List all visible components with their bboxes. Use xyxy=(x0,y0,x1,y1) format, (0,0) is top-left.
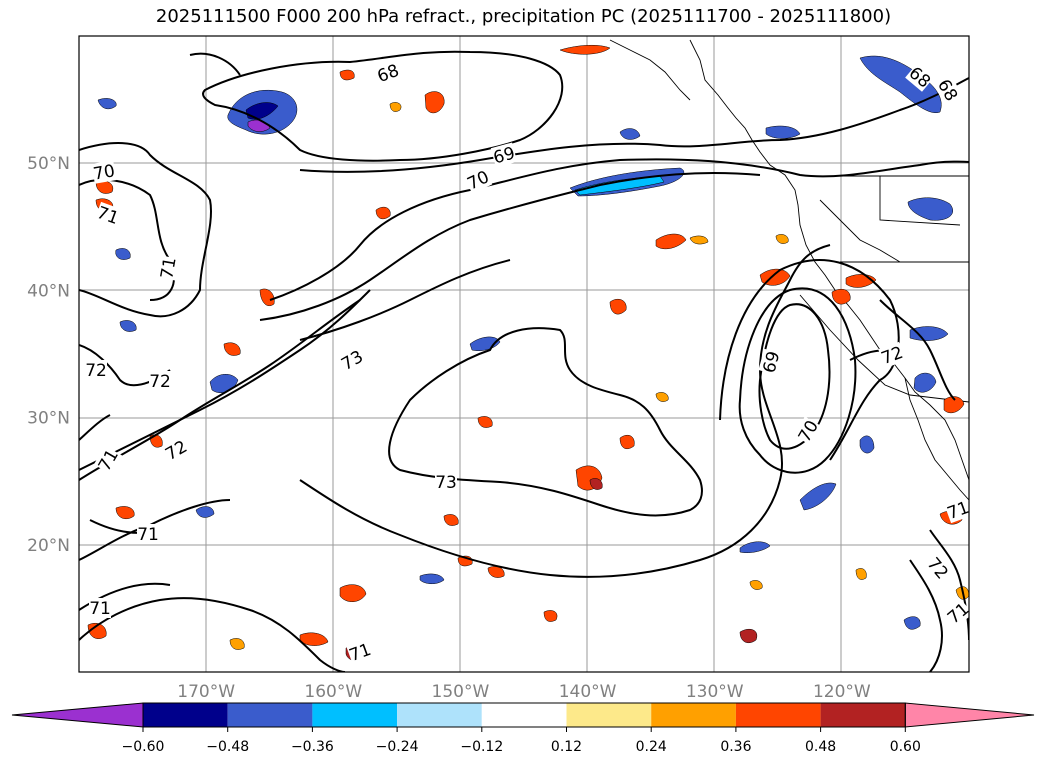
latitude-label: 20°N xyxy=(27,536,70,556)
map-title: 2025111500 F000 200 hPa refract., precip… xyxy=(155,6,892,27)
longitude-label: 170°W xyxy=(177,682,235,702)
colorbar-label: 0.12 xyxy=(551,739,582,755)
colorbar-label: 0.24 xyxy=(636,739,667,755)
svg-text:71: 71 xyxy=(137,525,159,545)
colorbar: −0.60 −0.48 −0.36 −0.24 −0.12 0.12 0.24 0.36 0.4… xyxy=(11,702,1035,755)
contour-label: 73 xyxy=(435,472,457,493)
colorbar-label: −0.48 xyxy=(206,739,249,755)
colorbar-label: −0.60 xyxy=(122,739,165,755)
longitude-label: 120°W xyxy=(813,682,871,702)
colorbar-swatch xyxy=(651,703,736,727)
longitude-label: 140°W xyxy=(559,682,617,702)
svg-text:72: 72 xyxy=(85,361,107,381)
longitude-label: 130°W xyxy=(686,682,744,702)
colorbar-swatch xyxy=(397,703,482,727)
latitude-label: 40°N xyxy=(27,281,70,301)
contour-label: 72 xyxy=(85,360,107,381)
svg-text:73: 73 xyxy=(435,473,457,493)
svg-text:71: 71 xyxy=(157,256,180,281)
colorbar-swatch xyxy=(481,703,567,727)
colorbar-label: −0.12 xyxy=(460,739,503,755)
latitude-labels: 50°N 40°N 30°N 20°N xyxy=(27,154,70,556)
colorbar-swatch xyxy=(143,703,228,727)
contour-label: 71 xyxy=(137,524,159,545)
contour-label: 71 xyxy=(156,255,181,281)
colorbar-swatch xyxy=(227,703,313,727)
colorbar-swatch xyxy=(820,703,906,727)
longitude-labels: 170°W 160°W 150°W 140°W 130°W 120°W xyxy=(177,682,871,702)
map-background xyxy=(79,36,969,672)
map-frame xyxy=(78,35,970,673)
colorbar-swatch xyxy=(735,703,821,727)
latitude-label: 50°N xyxy=(27,154,70,174)
colorbar-label: −0.24 xyxy=(376,739,419,755)
longitude-label: 160°W xyxy=(304,682,362,702)
contour-label: 70 xyxy=(91,160,117,185)
latitude-label: 30°N xyxy=(27,409,70,429)
refractivity-contours xyxy=(79,50,969,672)
colorbar-min-extension xyxy=(11,702,144,728)
colorbar-max-extension xyxy=(904,702,1035,728)
gridlines xyxy=(79,36,969,672)
svg-text:71: 71 xyxy=(89,599,111,619)
colorbar-label: −0.36 xyxy=(291,739,334,755)
colorbar-label: 0.60 xyxy=(890,739,921,755)
svg-text:70: 70 xyxy=(92,161,117,184)
colorbar-swatch xyxy=(566,703,652,727)
contour-label: 72 xyxy=(149,371,171,392)
longitude-label: 150°W xyxy=(432,682,490,702)
contour-label: 71 xyxy=(89,598,111,619)
colorbar-swatch xyxy=(312,703,398,727)
svg-text:72: 72 xyxy=(149,372,171,392)
colorbar-label: 0.48 xyxy=(805,739,836,755)
colorbar-label: 0.36 xyxy=(720,739,751,755)
